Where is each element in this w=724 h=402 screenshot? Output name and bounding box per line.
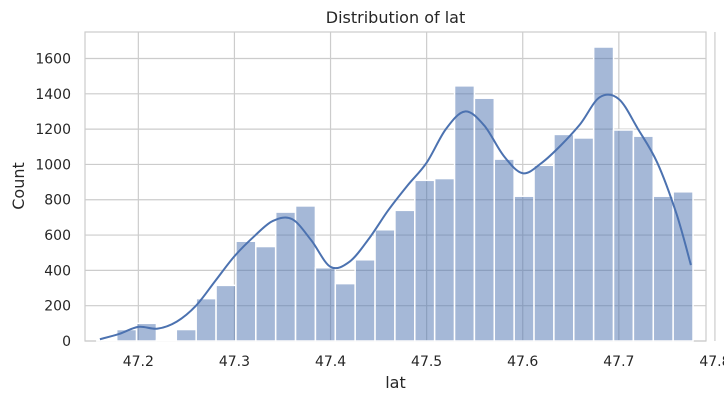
histogram-bar (334, 282, 356, 342)
y-tick-label: 400 (44, 263, 71, 279)
x-tick-label: 47.4 (315, 354, 346, 370)
histogram-bar (155, 339, 178, 342)
x-tick-labels: 47.2 47.3 47.4 47.5 47.6 47.7 47.8 (123, 354, 724, 370)
x-tick-label: 47.3 (219, 354, 250, 370)
y-tick-label: 0 (62, 334, 71, 350)
histogram-bars (96, 46, 694, 342)
histogram-bar (96, 339, 118, 342)
histogram-bar (632, 135, 655, 342)
y-axis-title: Count (9, 162, 28, 210)
x-tick-label: 47.2 (123, 354, 154, 370)
y-tick-label: 600 (44, 228, 71, 244)
x-tick-label: 47.5 (411, 354, 442, 370)
histogram-bar (573, 137, 595, 342)
x-tick-label: 47.8 (699, 354, 724, 370)
histogram-bar (215, 284, 237, 342)
histogram-bar (652, 195, 674, 342)
y-tick-label: 800 (44, 193, 71, 209)
histogram-bar (294, 205, 317, 342)
histogram-bar (274, 211, 297, 342)
histogram-bar (314, 266, 337, 342)
y-tick-label: 1000 (35, 157, 71, 173)
histogram-bar (414, 179, 436, 342)
x-tick-label: 47.7 (603, 354, 634, 370)
histogram-bar (354, 259, 376, 342)
y-tick-label: 200 (44, 299, 71, 315)
histogram-bar (612, 129, 635, 342)
histogram-bar (394, 209, 416, 342)
y-tick-label: 1200 (35, 122, 71, 138)
y-tick-label: 1600 (35, 51, 71, 67)
chart-title: Distribution of lat (326, 8, 465, 27)
y-tick-labels: 0 200 400 600 800 1000 1200 1400 1600 (35, 51, 71, 350)
histogram-bar (672, 191, 694, 342)
histogram-bar (255, 245, 277, 342)
histogram-bar (453, 85, 476, 342)
histogram-bar (553, 133, 575, 342)
histogram-bar (533, 164, 555, 342)
x-axis-title: lat (385, 373, 406, 392)
histogram-bar (433, 177, 456, 342)
x-tick-label: 47.6 (507, 354, 538, 370)
histogram-bar (513, 195, 535, 342)
kde-curve (99, 93, 692, 341)
histogram-bar (175, 328, 197, 342)
histogram-bar (235, 240, 257, 342)
histogram-bar (195, 297, 217, 342)
y-tick-label: 1400 (35, 87, 71, 103)
histogram-bar (493, 158, 515, 342)
histogram-bar (374, 229, 396, 342)
histogram-bar (592, 46, 615, 342)
